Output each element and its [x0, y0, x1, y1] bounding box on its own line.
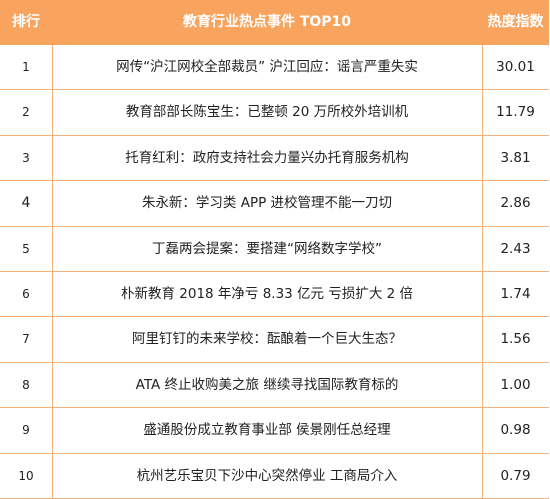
- heat-cell: 0.98: [500, 422, 531, 439]
- heat-cell: 3.81: [500, 149, 531, 166]
- heat-cell: 2.86: [500, 195, 531, 212]
- rank-cell: 3: [22, 150, 30, 165]
- rank-cell: 5: [22, 241, 30, 256]
- table-header: 排行 教育行业热点事件 TOP10 热度指数: [0, 0, 549, 45]
- event-cell: 盛通股份成立教育事业部 侯景刚任总经理: [143, 422, 391, 439]
- event-cell: 托育红利：政府支持社会力量兴办托育服务机构: [125, 149, 409, 166]
- rank-cell: 8: [22, 377, 30, 392]
- table-row: 5 丁磊两会提案：要搭建“网络数字学校” 2.43: [0, 227, 549, 272]
- heat-cell: 30.01: [496, 59, 535, 75]
- table-row: 10 杭州艺乐宝贝下沙中心突然停业 工商局介入 0.79: [0, 454, 549, 499]
- event-cell: 杭州艺乐宝贝下沙中心突然停业 工商局介入: [136, 467, 398, 484]
- event-cell: 丁磊两会提案：要搭建“网络数字学校”: [152, 240, 382, 257]
- event-cell: 朴新教育 2018 年净亏 8.33 亿元 亏损扩大 2 倍: [120, 286, 414, 302]
- rank-cell: 10: [18, 468, 34, 483]
- column-divider: [52, 45, 53, 499]
- table-row: 7 阿里钉钉的未来学校：酝酿着一个巨大生态？ 1.56: [0, 317, 549, 363]
- heat-cell: 1.00: [500, 376, 531, 393]
- heat-cell: 2.43: [500, 240, 531, 257]
- column-divider: [482, 45, 483, 499]
- table-row: 9 盛通股份成立教育事业部 侯景刚任总经理 0.98: [0, 408, 549, 454]
- event-cell: 朱永新：学习类 APP 进校管理不能一刀切: [141, 195, 393, 212]
- table-row: 1 网传“沪江网校全部裁员” 沪江回应：谣言严重失实 30.01: [0, 45, 549, 91]
- event-cell: 教育部部长陈宝生：已整顿 20 万所校外培训机: [125, 104, 409, 121]
- table-row: 6 朴新教育 2018 年净亏 8.33 亿元 亏损扩大 2 倍 1.74: [0, 272, 549, 318]
- event-cell: 阿里钉钉的未来学校：酝酿着一个巨大生态？: [132, 331, 402, 348]
- column-header-rank: 排行: [12, 14, 40, 30]
- rank-cell: 7: [22, 332, 30, 347]
- table-row: 4 朱永新：学习类 APP 进校管理不能一刀切 2.86: [0, 181, 549, 227]
- table-row: 3 托育红利：政府支持社会力量兴办托育服务机构 3.81: [0, 136, 549, 182]
- rank-cell: 1: [22, 60, 30, 74]
- heat-cell: 1.74: [500, 286, 531, 302]
- rank-cell: 9: [22, 423, 30, 438]
- rank-cell: 6: [22, 287, 30, 301]
- heat-cell: 0.79: [500, 467, 531, 484]
- table-row: 8 ATA 终止收购美之旅 继续寻找国际教育标的 1.00: [0, 363, 549, 409]
- column-header-heat: 热度指数: [487, 14, 544, 30]
- event-cell: 网传“沪江网校全部裁员” 沪江回应：谣言严重失实: [116, 59, 418, 75]
- heat-cell: 11.79: [496, 104, 535, 121]
- table-row: 2 教育部部长陈宝生：已整顿 20 万所校外培训机 11.79: [0, 90, 549, 136]
- rank-cell: 2: [22, 105, 30, 120]
- column-header-event: 教育行业热点事件 TOP10: [182, 14, 352, 30]
- heat-cell: 1.56: [500, 331, 531, 348]
- event-cell: ATA 终止收购美之旅 继续寻找国际教育标的: [135, 376, 399, 393]
- rank-cell: 4: [21, 195, 31, 212]
